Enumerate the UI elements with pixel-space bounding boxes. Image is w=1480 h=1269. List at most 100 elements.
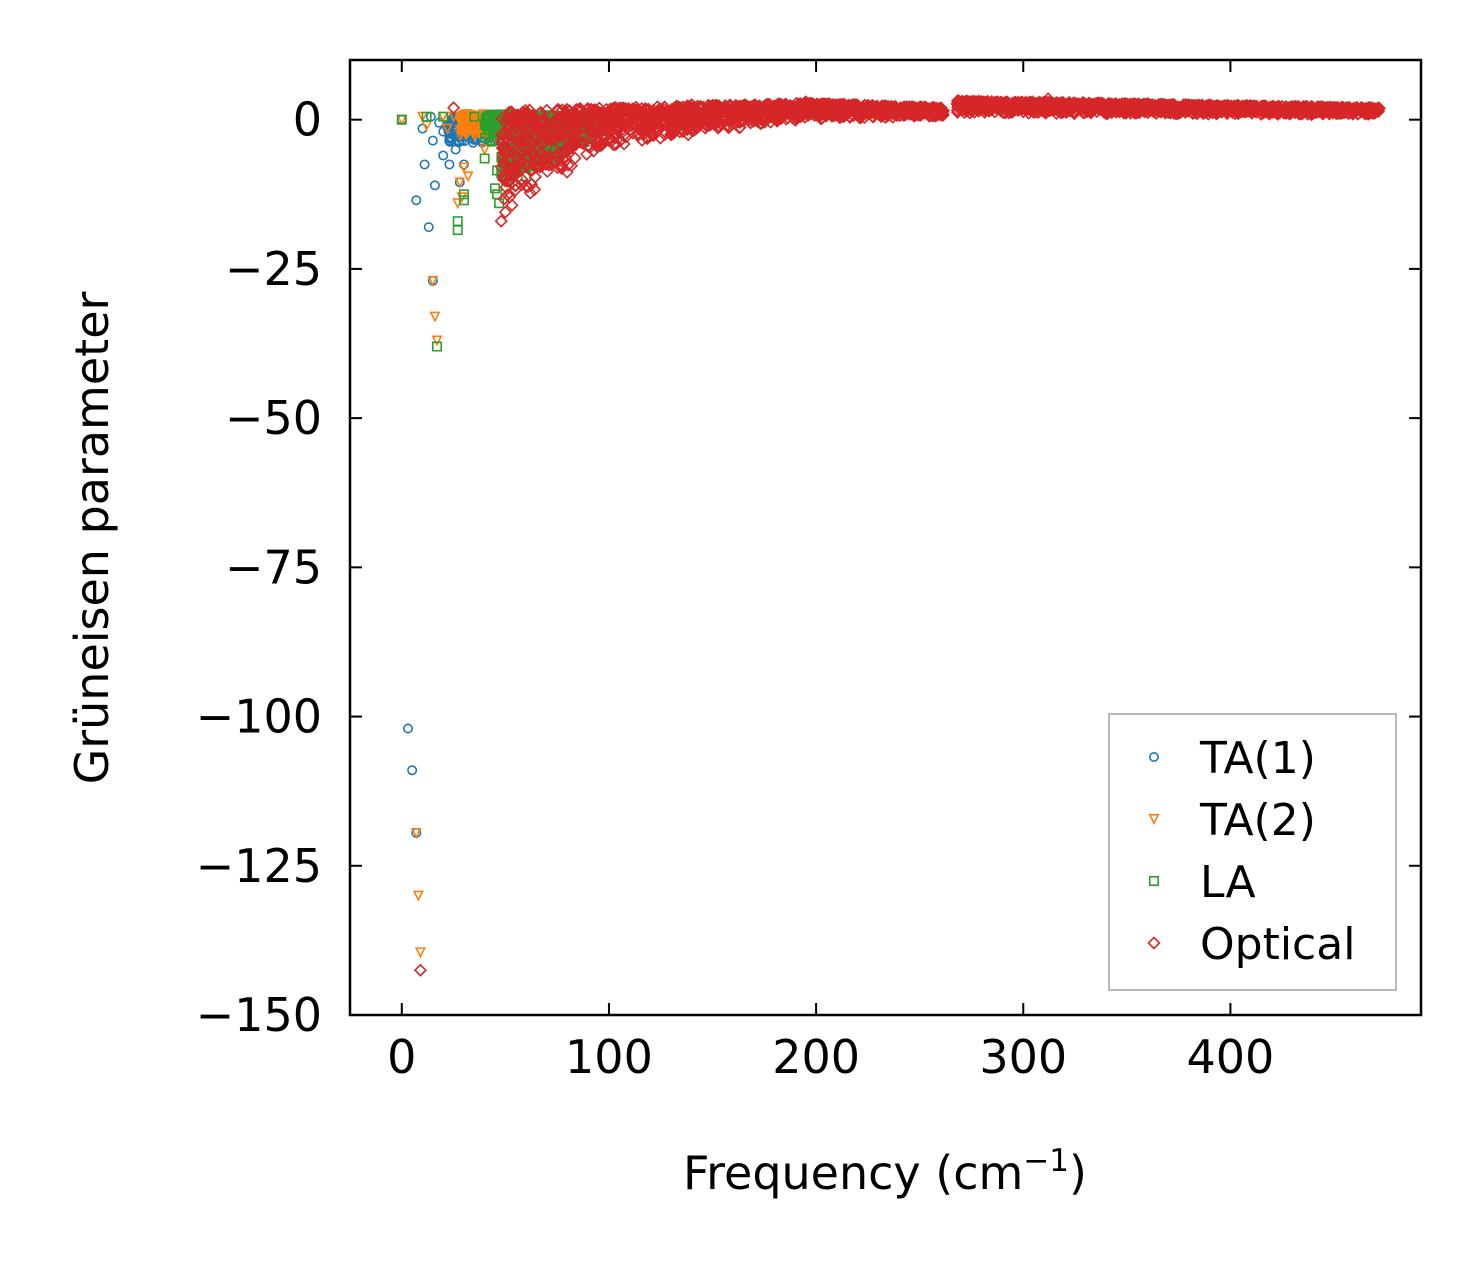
- data-point: [441, 123, 453, 135]
- data-point: [646, 107, 660, 121]
- data-point: [490, 183, 501, 194]
- data-point: [414, 947, 426, 959]
- data-point: [403, 723, 414, 734]
- data-point: [979, 103, 994, 117]
- data-point: [567, 131, 581, 145]
- data-point: [1265, 102, 1279, 116]
- data-point: [732, 99, 746, 113]
- data-point: [623, 118, 638, 132]
- data-point: [519, 134, 533, 148]
- data-point: [479, 144, 491, 156]
- data-point: [438, 111, 449, 122]
- x-axis-label-superscript: −1: [1023, 1143, 1069, 1179]
- y-tick-label: −150: [196, 988, 322, 1042]
- data-point: [709, 109, 723, 123]
- data-point: [410, 827, 422, 839]
- data-point: [1272, 106, 1287, 120]
- legend-marker: [1147, 936, 1161, 950]
- data-point: [580, 147, 594, 161]
- data-point: [625, 109, 639, 123]
- data-point: [462, 171, 474, 183]
- data-point: [446, 132, 457, 143]
- data-point: [964, 95, 979, 109]
- data-point: [523, 163, 537, 178]
- data-point: [1230, 105, 1244, 119]
- data-point: [783, 98, 797, 113]
- data-point: [450, 144, 461, 155]
- data-point: [460, 129, 472, 141]
- data-point: [680, 119, 694, 133]
- data-point: [483, 132, 494, 143]
- data-point: [444, 159, 455, 170]
- data-point: [581, 139, 595, 154]
- data-point: [1160, 99, 1174, 113]
- data-point: [1038, 96, 1052, 110]
- legend-entry: TA(1): [1149, 733, 1316, 784]
- data-point: [503, 119, 517, 134]
- data-point: [860, 104, 874, 118]
- data-point: [984, 102, 999, 117]
- data-point: [505, 168, 519, 183]
- x-tick-label: 100: [565, 1030, 653, 1084]
- data-point: [748, 99, 762, 113]
- data-point: [1357, 103, 1371, 117]
- data-point: [665, 124, 679, 138]
- data-point: [670, 99, 684, 113]
- data-point: [653, 115, 667, 129]
- data-point: [1201, 107, 1215, 121]
- data-point: [657, 102, 671, 117]
- x-axis-label: Frequency (cm−1): [683, 1143, 1087, 1200]
- data-point: [548, 115, 562, 129]
- data-point: [1004, 99, 1018, 113]
- data-point: [736, 114, 751, 128]
- data-point: [908, 108, 922, 123]
- data-point: [1189, 103, 1203, 117]
- data-point: [550, 103, 564, 117]
- legend-marker: [1149, 875, 1160, 886]
- data-point: [676, 110, 690, 124]
- data-point: [557, 146, 571, 161]
- data-point: [429, 180, 440, 191]
- data-point: [970, 102, 984, 116]
- data-point: [1100, 107, 1114, 121]
- data-point: [1128, 101, 1142, 115]
- y-tick-label: 0: [293, 93, 322, 147]
- data-point: [538, 150, 552, 164]
- data-point: [470, 123, 482, 135]
- data-point: [672, 112, 687, 126]
- data-point: [672, 104, 686, 118]
- data-point: [562, 140, 576, 154]
- series-ta-2-: [396, 109, 607, 959]
- data-point: [411, 195, 422, 206]
- data-point: [502, 105, 516, 119]
- legend-entry: TA(2): [1148, 795, 1316, 846]
- data-point: [1314, 100, 1328, 114]
- data-point: [1097, 105, 1111, 119]
- data-point: [438, 150, 449, 161]
- data-point: [894, 102, 908, 116]
- data-point: [913, 100, 927, 114]
- data-point: [685, 116, 700, 130]
- data-point: [423, 222, 434, 233]
- data-point: [619, 130, 633, 144]
- data-point: [713, 112, 728, 126]
- x-axis-label-main: Frequency (cm: [683, 1146, 1023, 1200]
- x-tick-label: 400: [1187, 1030, 1275, 1084]
- data-point: [536, 128, 550, 142]
- data-point: [437, 111, 449, 123]
- data-point: [834, 98, 848, 112]
- data-point: [1181, 98, 1196, 112]
- data-point: [617, 137, 631, 151]
- data-point: [593, 106, 607, 121]
- data-point: [1301, 101, 1315, 115]
- data-point: [533, 160, 547, 174]
- data-point: [753, 116, 768, 131]
- data-point: [615, 114, 629, 129]
- data-point: [722, 114, 736, 129]
- data-point: [1121, 103, 1135, 117]
- data-point: [558, 154, 572, 168]
- data-point: [560, 117, 574, 131]
- legend-label: TA(2): [1199, 795, 1316, 846]
- data-point: [556, 122, 570, 137]
